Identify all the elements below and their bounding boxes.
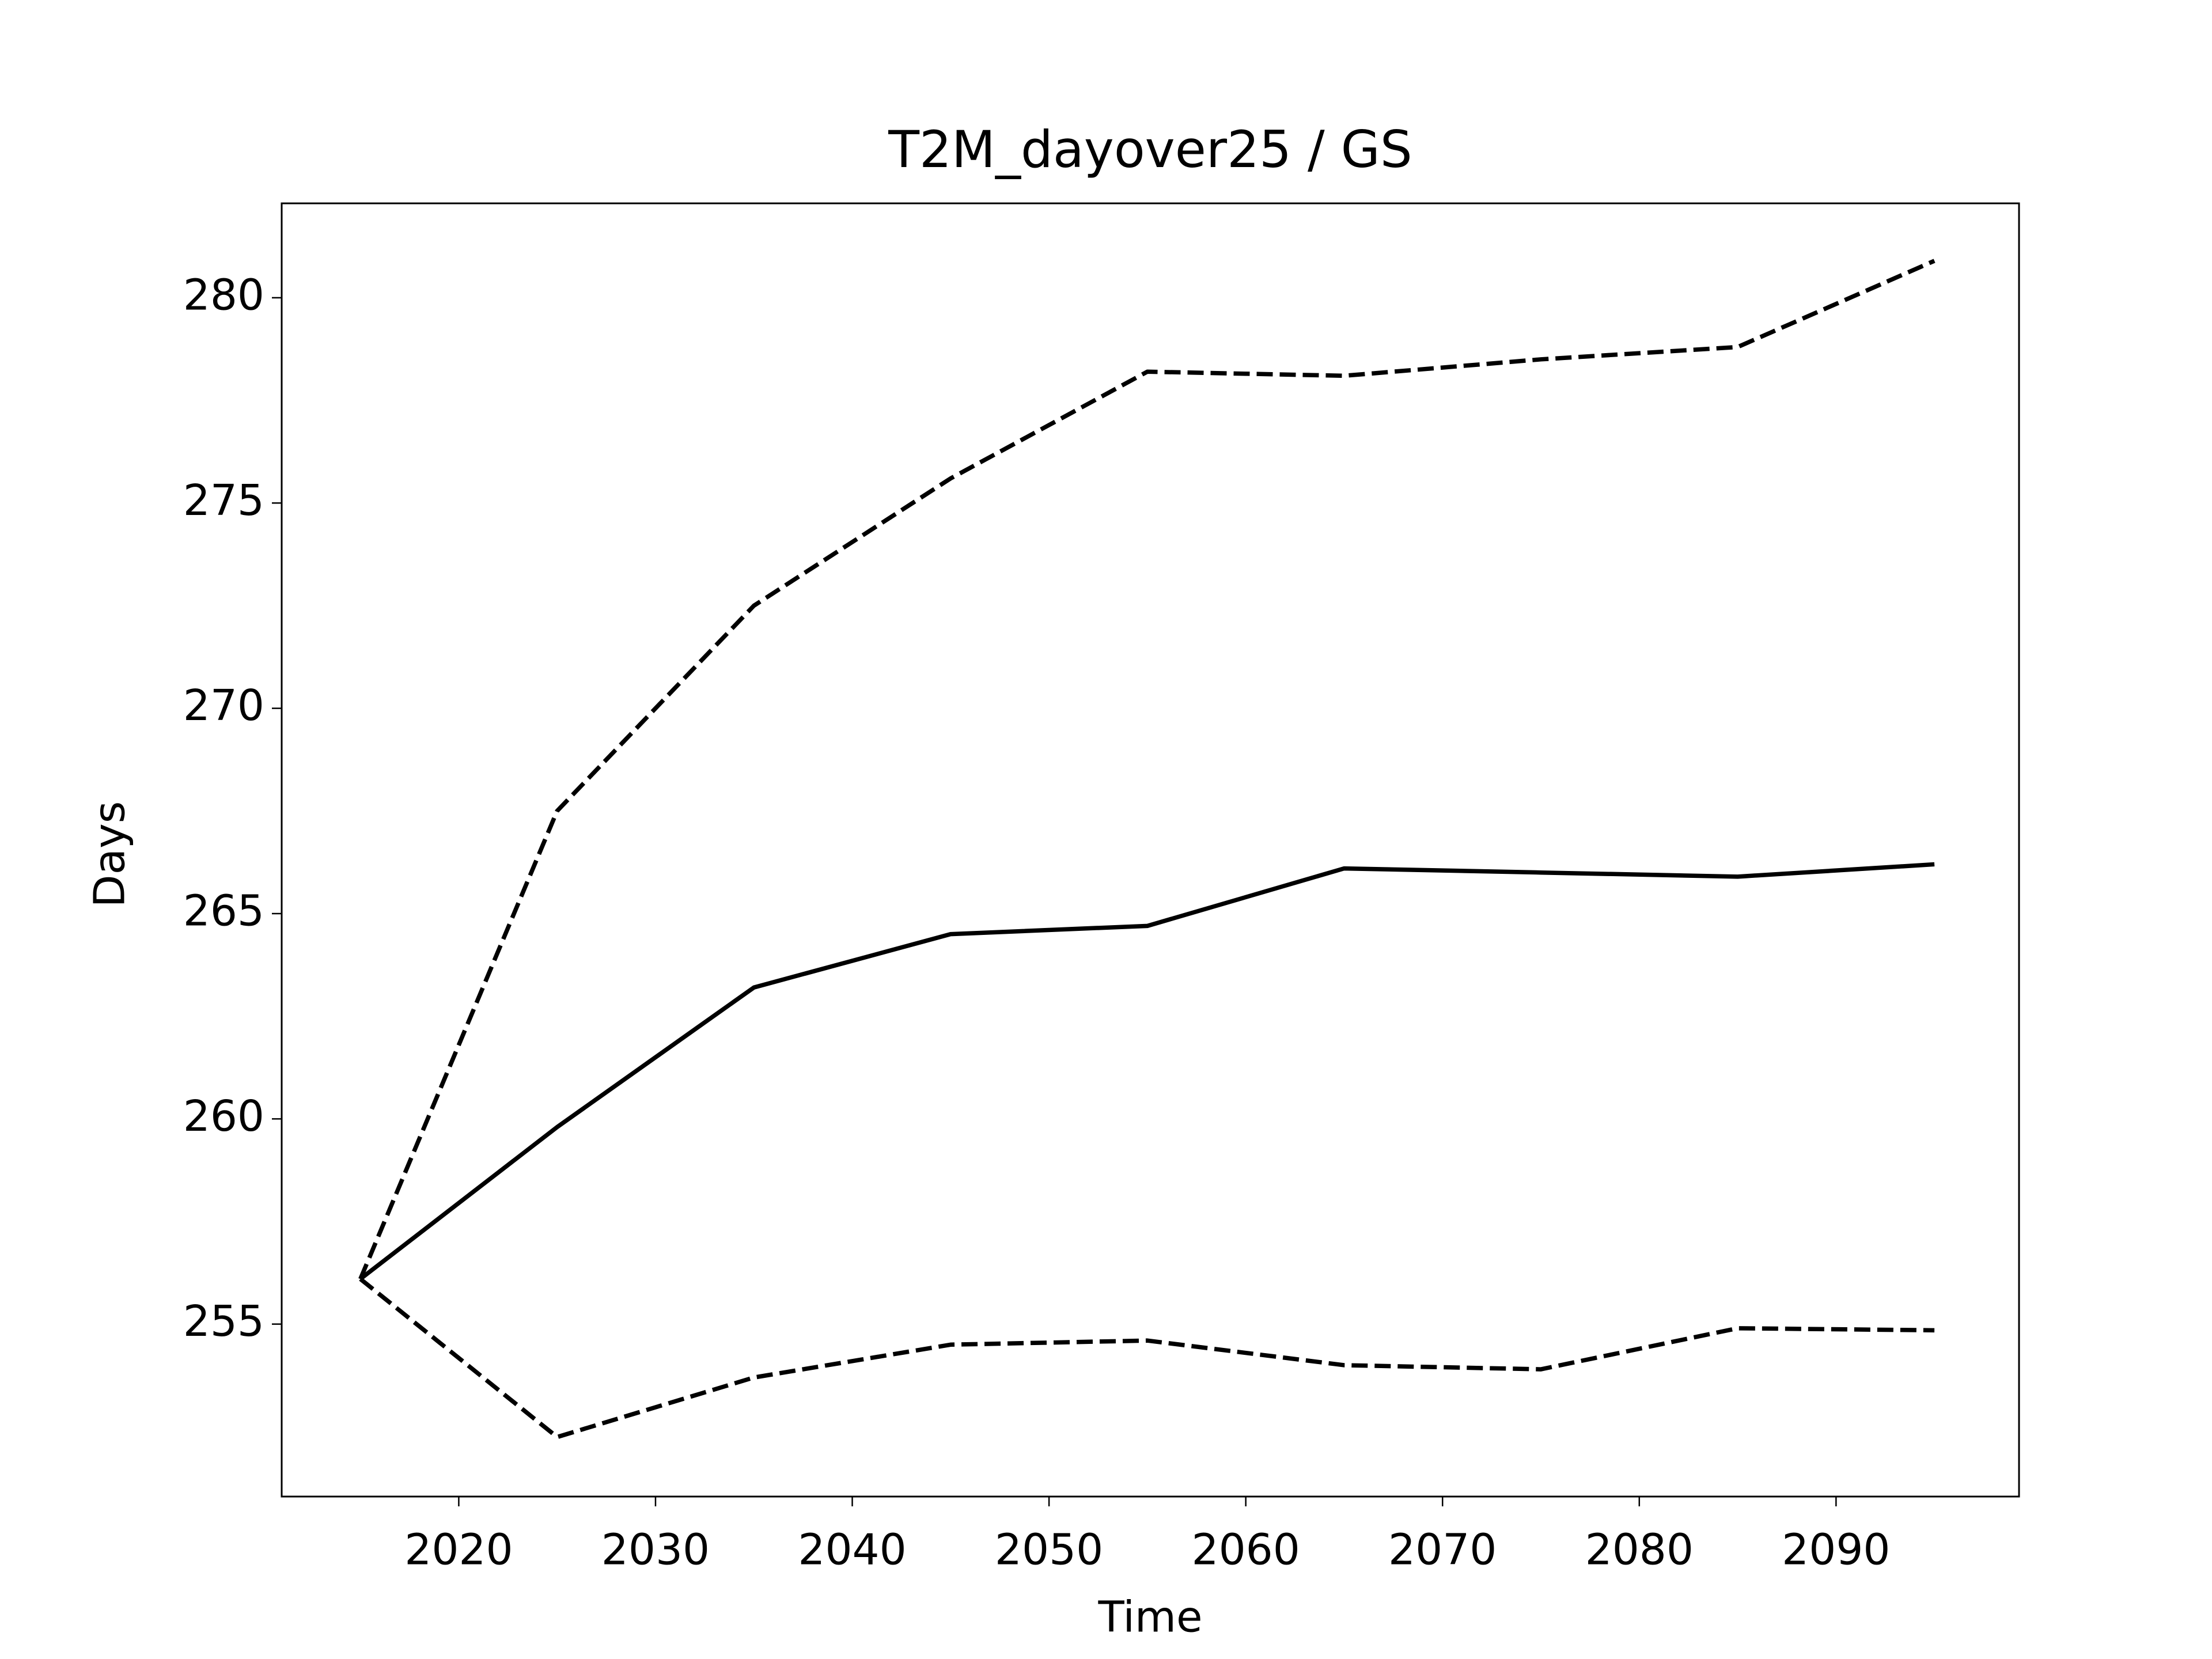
y-tick-label: 265 — [183, 886, 264, 935]
x-tick-label: 2080 — [1585, 1525, 1694, 1575]
y-tick-label: 270 — [183, 681, 264, 730]
chart-title: T2M_dayover25 / GS — [888, 120, 1412, 179]
plot-frame — [281, 202, 2020, 1498]
x-tick-label: 2070 — [1388, 1525, 1497, 1575]
series-line — [359, 1277, 1935, 1440]
x-tick-label: 2090 — [1782, 1525, 1890, 1575]
x-tick-label: 2050 — [995, 1525, 1103, 1575]
x-tick-label: 2030 — [601, 1525, 710, 1575]
y-tick-label: 280 — [183, 270, 264, 320]
x-axis-label: Time — [1097, 1593, 1202, 1642]
series-line — [358, 259, 1936, 1280]
x-tick-label: 2020 — [404, 1525, 513, 1575]
x-tick-label: 2040 — [798, 1525, 906, 1575]
series-line — [359, 862, 1935, 1281]
y-tick-label: 260 — [183, 1092, 264, 1141]
y-tick-label: 255 — [183, 1297, 264, 1346]
x-tick-label: 2060 — [1191, 1525, 1300, 1575]
y-axis-label: Days — [85, 801, 135, 908]
y-tick-label: 275 — [183, 476, 264, 525]
